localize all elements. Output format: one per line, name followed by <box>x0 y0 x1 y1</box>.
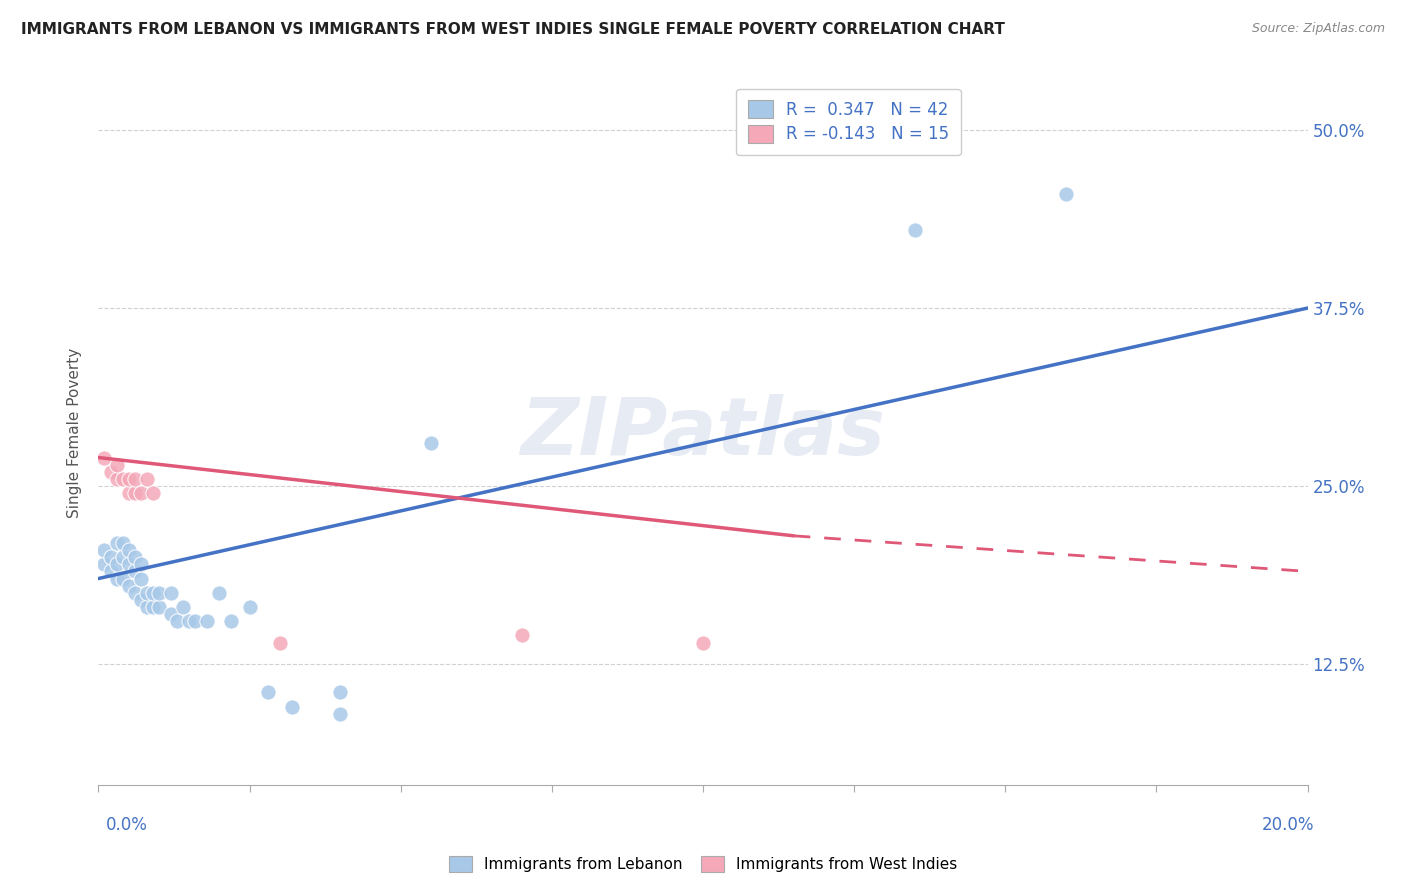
Point <box>256 685 278 699</box>
Point <box>281 699 304 714</box>
Point <box>329 685 352 699</box>
Point <box>111 536 134 550</box>
Point <box>124 586 146 600</box>
Point <box>1054 187 1077 202</box>
Point <box>100 550 122 565</box>
Point <box>93 450 115 465</box>
Text: IMMIGRANTS FROM LEBANON VS IMMIGRANTS FROM WEST INDIES SINGLE FEMALE POVERTY COR: IMMIGRANTS FROM LEBANON VS IMMIGRANTS FR… <box>21 22 1005 37</box>
Point <box>329 706 352 721</box>
Point <box>105 536 128 550</box>
Point <box>420 436 443 450</box>
Point <box>148 586 170 600</box>
Point <box>105 458 128 472</box>
Text: 0.0%: 0.0% <box>105 816 148 834</box>
Point <box>148 600 170 615</box>
Point <box>111 472 134 486</box>
Point <box>124 565 146 579</box>
Point <box>172 600 194 615</box>
Point <box>195 614 218 628</box>
Point <box>118 486 141 500</box>
Point <box>129 558 152 572</box>
Point <box>166 614 188 628</box>
Point <box>208 586 231 600</box>
Point <box>179 614 201 628</box>
Point <box>105 472 128 486</box>
Point <box>93 543 115 558</box>
Text: 20.0%: 20.0% <box>1263 816 1315 834</box>
Point <box>692 635 714 649</box>
Point <box>118 558 141 572</box>
Point <box>135 600 157 615</box>
Point <box>142 486 165 500</box>
Point <box>142 586 165 600</box>
Point <box>221 614 243 628</box>
Point <box>105 572 128 586</box>
Text: ZIPatlas: ZIPatlas <box>520 393 886 472</box>
Text: Source: ZipAtlas.com: Source: ZipAtlas.com <box>1251 22 1385 36</box>
Point <box>160 586 183 600</box>
Point <box>129 572 152 586</box>
Legend: Immigrants from Lebanon, Immigrants from West Indies: Immigrants from Lebanon, Immigrants from… <box>441 848 965 880</box>
Point <box>118 472 141 486</box>
Point <box>105 558 128 572</box>
Point <box>111 572 134 586</box>
Point <box>160 607 183 621</box>
Point <box>904 223 927 237</box>
Point <box>510 628 533 642</box>
Point <box>100 465 122 479</box>
Point <box>135 472 157 486</box>
Point <box>111 550 134 565</box>
Point <box>239 600 262 615</box>
Legend: R =  0.347   N = 42, R = -0.143   N = 15: R = 0.347 N = 42, R = -0.143 N = 15 <box>735 88 960 155</box>
Point <box>118 579 141 593</box>
Point <box>100 565 122 579</box>
Point <box>129 593 152 607</box>
Y-axis label: Single Female Poverty: Single Female Poverty <box>67 348 83 517</box>
Point <box>129 486 152 500</box>
Point <box>124 472 146 486</box>
Point <box>118 543 141 558</box>
Point <box>124 486 146 500</box>
Point <box>269 635 291 649</box>
Point <box>124 550 146 565</box>
Point <box>135 586 157 600</box>
Point <box>142 600 165 615</box>
Point <box>93 558 115 572</box>
Point <box>184 614 207 628</box>
